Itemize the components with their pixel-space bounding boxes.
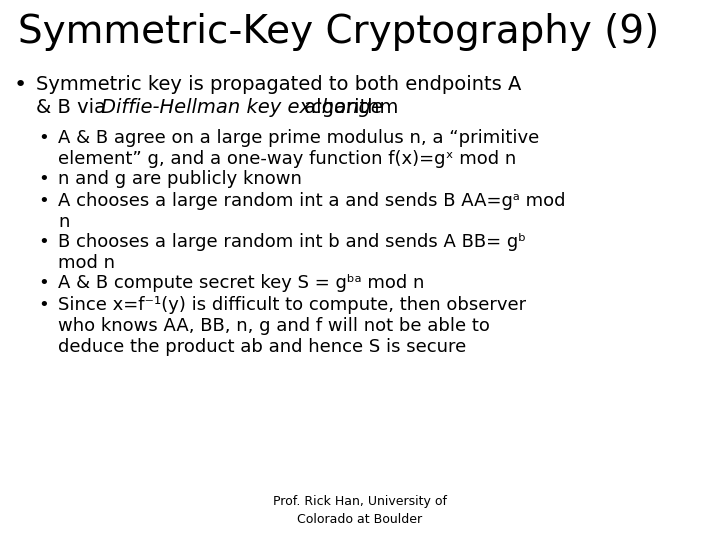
Text: Diffie-Hellman key exchange: Diffie-Hellman key exchange (101, 98, 383, 117)
Text: A chooses a large random int a and sends B AA=gᵃ mod
n: A chooses a large random int a and sends… (58, 192, 565, 231)
Text: algorithm: algorithm (298, 98, 398, 117)
Text: A & B compute secret key S = gᵇᵃ mod n: A & B compute secret key S = gᵇᵃ mod n (58, 274, 424, 292)
Text: •: • (38, 129, 49, 147)
Text: •: • (38, 170, 49, 188)
Text: Prof. Rick Han, University of
Colorado at Boulder: Prof. Rick Han, University of Colorado a… (273, 495, 447, 526)
Text: •: • (38, 296, 49, 314)
Text: n and g are publicly known: n and g are publicly known (58, 170, 302, 188)
Text: Since x=f⁻¹(y) is difficult to compute, then observer
who knows AA, BB, n, g and: Since x=f⁻¹(y) is difficult to compute, … (58, 296, 526, 356)
Text: A & B agree on a large prime modulus n, a “primitive
element” g, and a one-way f: A & B agree on a large prime modulus n, … (58, 129, 539, 168)
Text: B chooses a large random int b and sends A BB= gᵇ
mod n: B chooses a large random int b and sends… (58, 233, 526, 272)
Text: •: • (38, 233, 49, 251)
Text: •: • (38, 274, 49, 292)
Text: & B via: & B via (36, 98, 112, 117)
Text: Symmetric key is propagated to both endpoints A: Symmetric key is propagated to both endp… (36, 75, 521, 94)
Text: •: • (14, 75, 27, 95)
Text: •: • (38, 192, 49, 210)
Text: Symmetric-Key Cryptography (9): Symmetric-Key Cryptography (9) (18, 13, 660, 51)
